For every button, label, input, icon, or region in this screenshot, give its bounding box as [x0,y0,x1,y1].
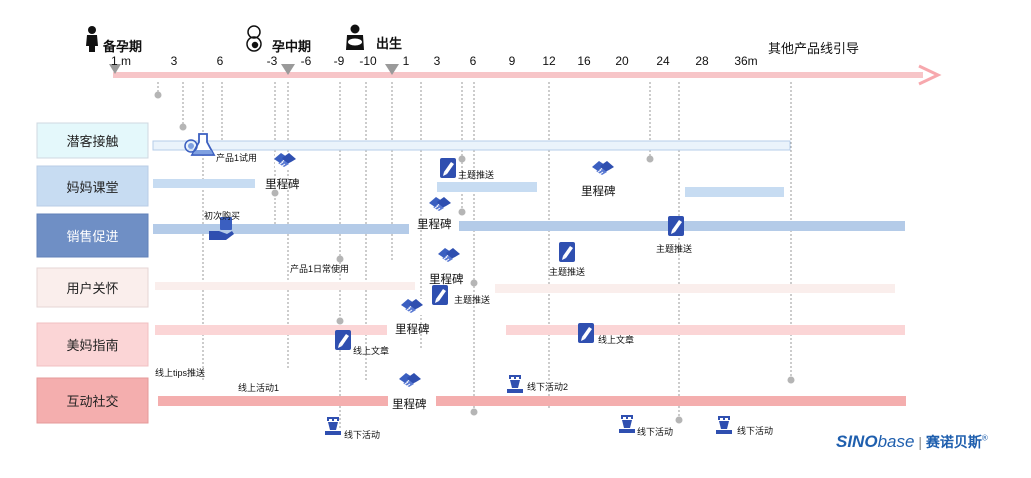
phase-mid-pregnancy: 孕中期 [272,39,312,54]
row-box-3 [36,213,149,258]
milestone-label: 里程碑 [429,274,464,286]
tick-label: 6 [216,54,224,68]
first-purchase-label: 初次购买 [204,211,241,221]
row-label-user-care: 用户关怀 [66,281,119,296]
timeline-markers [109,64,399,75]
row-label-beauty-mom-guide: 美妈指南 [66,338,119,353]
tick-label: 24 [656,54,670,68]
mother-baby-icon [346,24,364,50]
phase-birth: 出生 [376,36,403,51]
handshake-icon [400,298,424,316]
milestone-label: 里程碑 [581,186,616,198]
tick-label: 1 m [110,54,132,68]
pregnancy-prep-person-icon [86,26,98,52]
tick-label: 28 [695,54,709,68]
tick-label: 16 [577,54,591,68]
article-doc-icon [335,330,351,350]
tick-label: 9 [508,54,516,68]
tick-label: -6 [300,54,312,68]
handshake-icon [591,160,615,178]
article-doc-icon [578,323,594,343]
offline-event-label: 线下活动 [637,427,674,437]
topic-push-label: 主题推送 [656,244,693,254]
chess-piece-icon [716,416,732,434]
tick-label: -9 [333,54,345,68]
pregnant-mother-icon [246,25,262,52]
phase-pre-pregnancy: 备孕期 [103,39,143,54]
row-box-2 [36,165,149,207]
tick-label: -3 [266,54,278,68]
handshake-icon [398,372,422,390]
chess-piece-icon [325,417,341,435]
topic-push-label: 主题推送 [454,295,491,305]
tick-label: 3 [433,54,441,68]
topic-push-doc-icon [440,158,456,178]
handshake-icon [273,152,297,170]
milestone-label: 里程碑 [392,399,427,411]
row-box-4 [36,267,149,308]
brand-separator: | [914,434,926,450]
milestone-label: 里程碑 [265,179,300,191]
timeline-arrow [113,64,942,86]
handshake-icon [437,247,461,265]
online-article-label: 线上文章 [353,346,390,356]
tick-label: 6 [469,54,477,68]
online-tips-label: 线上tips推送 [155,368,206,378]
purchase-hand-icon [209,217,234,240]
online-event-label: 线上活动1 [238,383,280,393]
brand-base: base [877,432,915,451]
flask-icon [184,133,216,156]
phase-other-lines: 其他产品线引导 [768,41,860,56]
milestone-label: 里程碑 [395,324,430,336]
brand-sino: SINO [836,432,878,451]
offline-event-label: 线下活动 [344,430,381,440]
tick-label: -10 [359,54,377,68]
brand-cn: 赛诺贝斯 [925,434,982,450]
topic-push-label: 主题推送 [549,267,586,277]
offline-event-label: 线下活动2 [527,382,569,392]
online-article-label: 线上文章 [598,335,635,345]
product-trial-label: 产品1试用 [216,153,258,163]
guide-lines [157,82,792,430]
offline-event-label: 线下活动 [737,426,774,436]
milestone-label: 里程碑 [417,219,452,231]
chess-piece-icon [507,375,523,393]
tick-label: 1 [402,54,410,68]
row-label-prospect-contact: 潜客接触 [66,134,119,149]
daily-use-label: 产品1日常使用 [290,264,350,274]
row-box-5 [36,322,149,367]
brand-logo: SINObase | 赛诺贝斯® [836,432,988,452]
row-box-6 [36,377,149,424]
topic-push-doc-icon [432,285,448,305]
row-label-mom-class: 妈妈课堂 [66,179,119,195]
row-label-interactive-social: 互动社交 [66,394,119,409]
tick-label: 12 [542,54,556,68]
topic-push-doc-icon [559,242,575,262]
tick-label: 3 [170,54,178,68]
tick-label: 20 [615,54,629,68]
handshake-icon [428,196,452,214]
topic-push-label: 主题推送 [458,170,495,180]
chess-piece-icon [619,415,635,433]
tick-label: 36m [734,54,758,68]
row-box-1 [36,122,149,159]
topic-push-doc-icon [668,216,684,236]
brand-reg: ® [981,433,988,443]
row-label-sales-promotion: 销售促进 [66,229,119,244]
